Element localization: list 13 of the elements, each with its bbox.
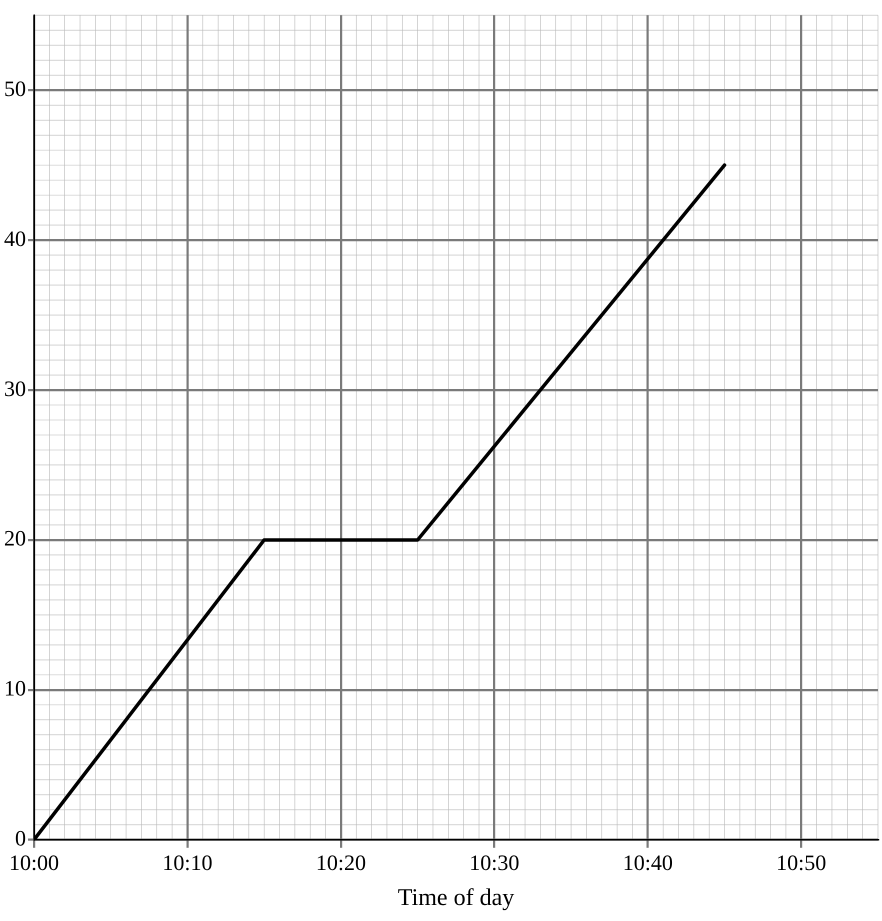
x-tick-label: 10:00 <box>8 850 60 875</box>
y-tick-label: 40 <box>4 226 26 251</box>
x-tick-label: 10:50 <box>776 850 826 875</box>
y-tick-label: 10 <box>4 676 26 701</box>
y-tick-label: 50 <box>4 76 26 101</box>
x-tick-label: 10:20 <box>316 850 366 875</box>
x-tick-label: 10:40 <box>622 850 673 875</box>
y-tick-label: 0 <box>15 826 26 851</box>
x-tick-label: 10:30 <box>469 850 520 875</box>
y-tick-label: 20 <box>4 526 26 551</box>
x-axis-title: Time of day <box>398 884 514 911</box>
y-tick-label: 30 <box>4 376 26 401</box>
x-tick-label: 10:10 <box>162 850 213 875</box>
